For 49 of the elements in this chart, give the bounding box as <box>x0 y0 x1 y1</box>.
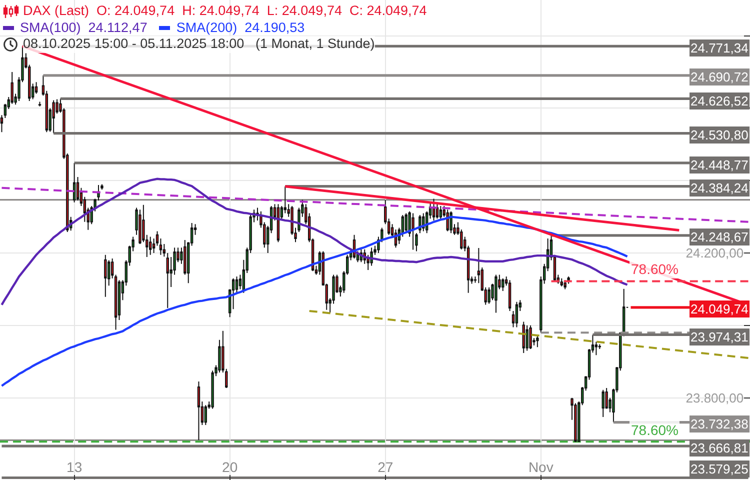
candlestick <box>602 389 604 418</box>
candlestick <box>508 280 512 312</box>
line-series <box>0 178 628 306</box>
candlestick <box>38 101 42 107</box>
candlestick <box>494 274 498 314</box>
candlestick <box>52 100 55 134</box>
data-label: 24.448,77 <box>690 158 748 172</box>
candlestick <box>488 286 490 304</box>
candlestick <box>138 209 142 244</box>
annotation: 78.60% <box>631 422 678 438</box>
candlestick <box>560 278 563 287</box>
data-label: 24.384,24 <box>690 180 748 196</box>
data-label: 24.049,74 <box>690 302 748 316</box>
y-tick-label: 23.800,00 <box>686 390 744 406</box>
x-tick-label: 27 <box>378 459 394 475</box>
data-label: 24.530,80 <box>690 128 748 142</box>
candlestick <box>529 324 532 350</box>
data-label: 24.248,67 <box>690 230 748 244</box>
data-label: 24.626,52 <box>690 94 748 108</box>
annotation: 78.60% <box>631 261 678 277</box>
candlestick <box>522 321 525 354</box>
candlestick <box>72 162 76 203</box>
data-label: 24.690,72 <box>690 70 748 84</box>
candlestick <box>502 278 504 292</box>
x-tick-label: 13 <box>66 459 82 475</box>
data-label: 23.579,25 <box>690 462 748 476</box>
candlestick <box>149 236 152 256</box>
y-tick-label: 24.200,00 <box>686 246 744 261</box>
legend-label: SMA(200) 24.190,53 <box>176 20 305 36</box>
candlestick <box>204 404 207 426</box>
data-label: 24.771,34 <box>690 40 748 56</box>
candlestick <box>439 205 442 221</box>
candlestick <box>404 212 408 234</box>
candlestick <box>412 212 414 250</box>
text: 08.10.2025 15:00 - 05.11.2025 18:00 (1 Monat, 1 Stunde) <box>23 36 375 52</box>
x-tick-label: 20 <box>222 459 238 475</box>
x-tick-label: Nov <box>528 459 554 475</box>
line-series <box>0 216 628 387</box>
chart-title: DAX (Last) O: 24.049,74 H: 24.049,74 L: 24.049,74 C: 24.049,74 <box>23 3 427 20</box>
candlestick <box>515 301 518 328</box>
candlestick <box>526 324 528 352</box>
candlestick <box>197 381 200 441</box>
candlestick <box>564 280 566 290</box>
legend-label: SMA(100) 24.112,47 <box>20 20 148 36</box>
data-label: 23.732,38 <box>690 416 748 432</box>
candlestick <box>536 334 539 348</box>
data-label: 23.666,81 <box>690 440 748 456</box>
candlestick <box>104 254 107 298</box>
data-label: 23.974,31 <box>690 330 748 344</box>
